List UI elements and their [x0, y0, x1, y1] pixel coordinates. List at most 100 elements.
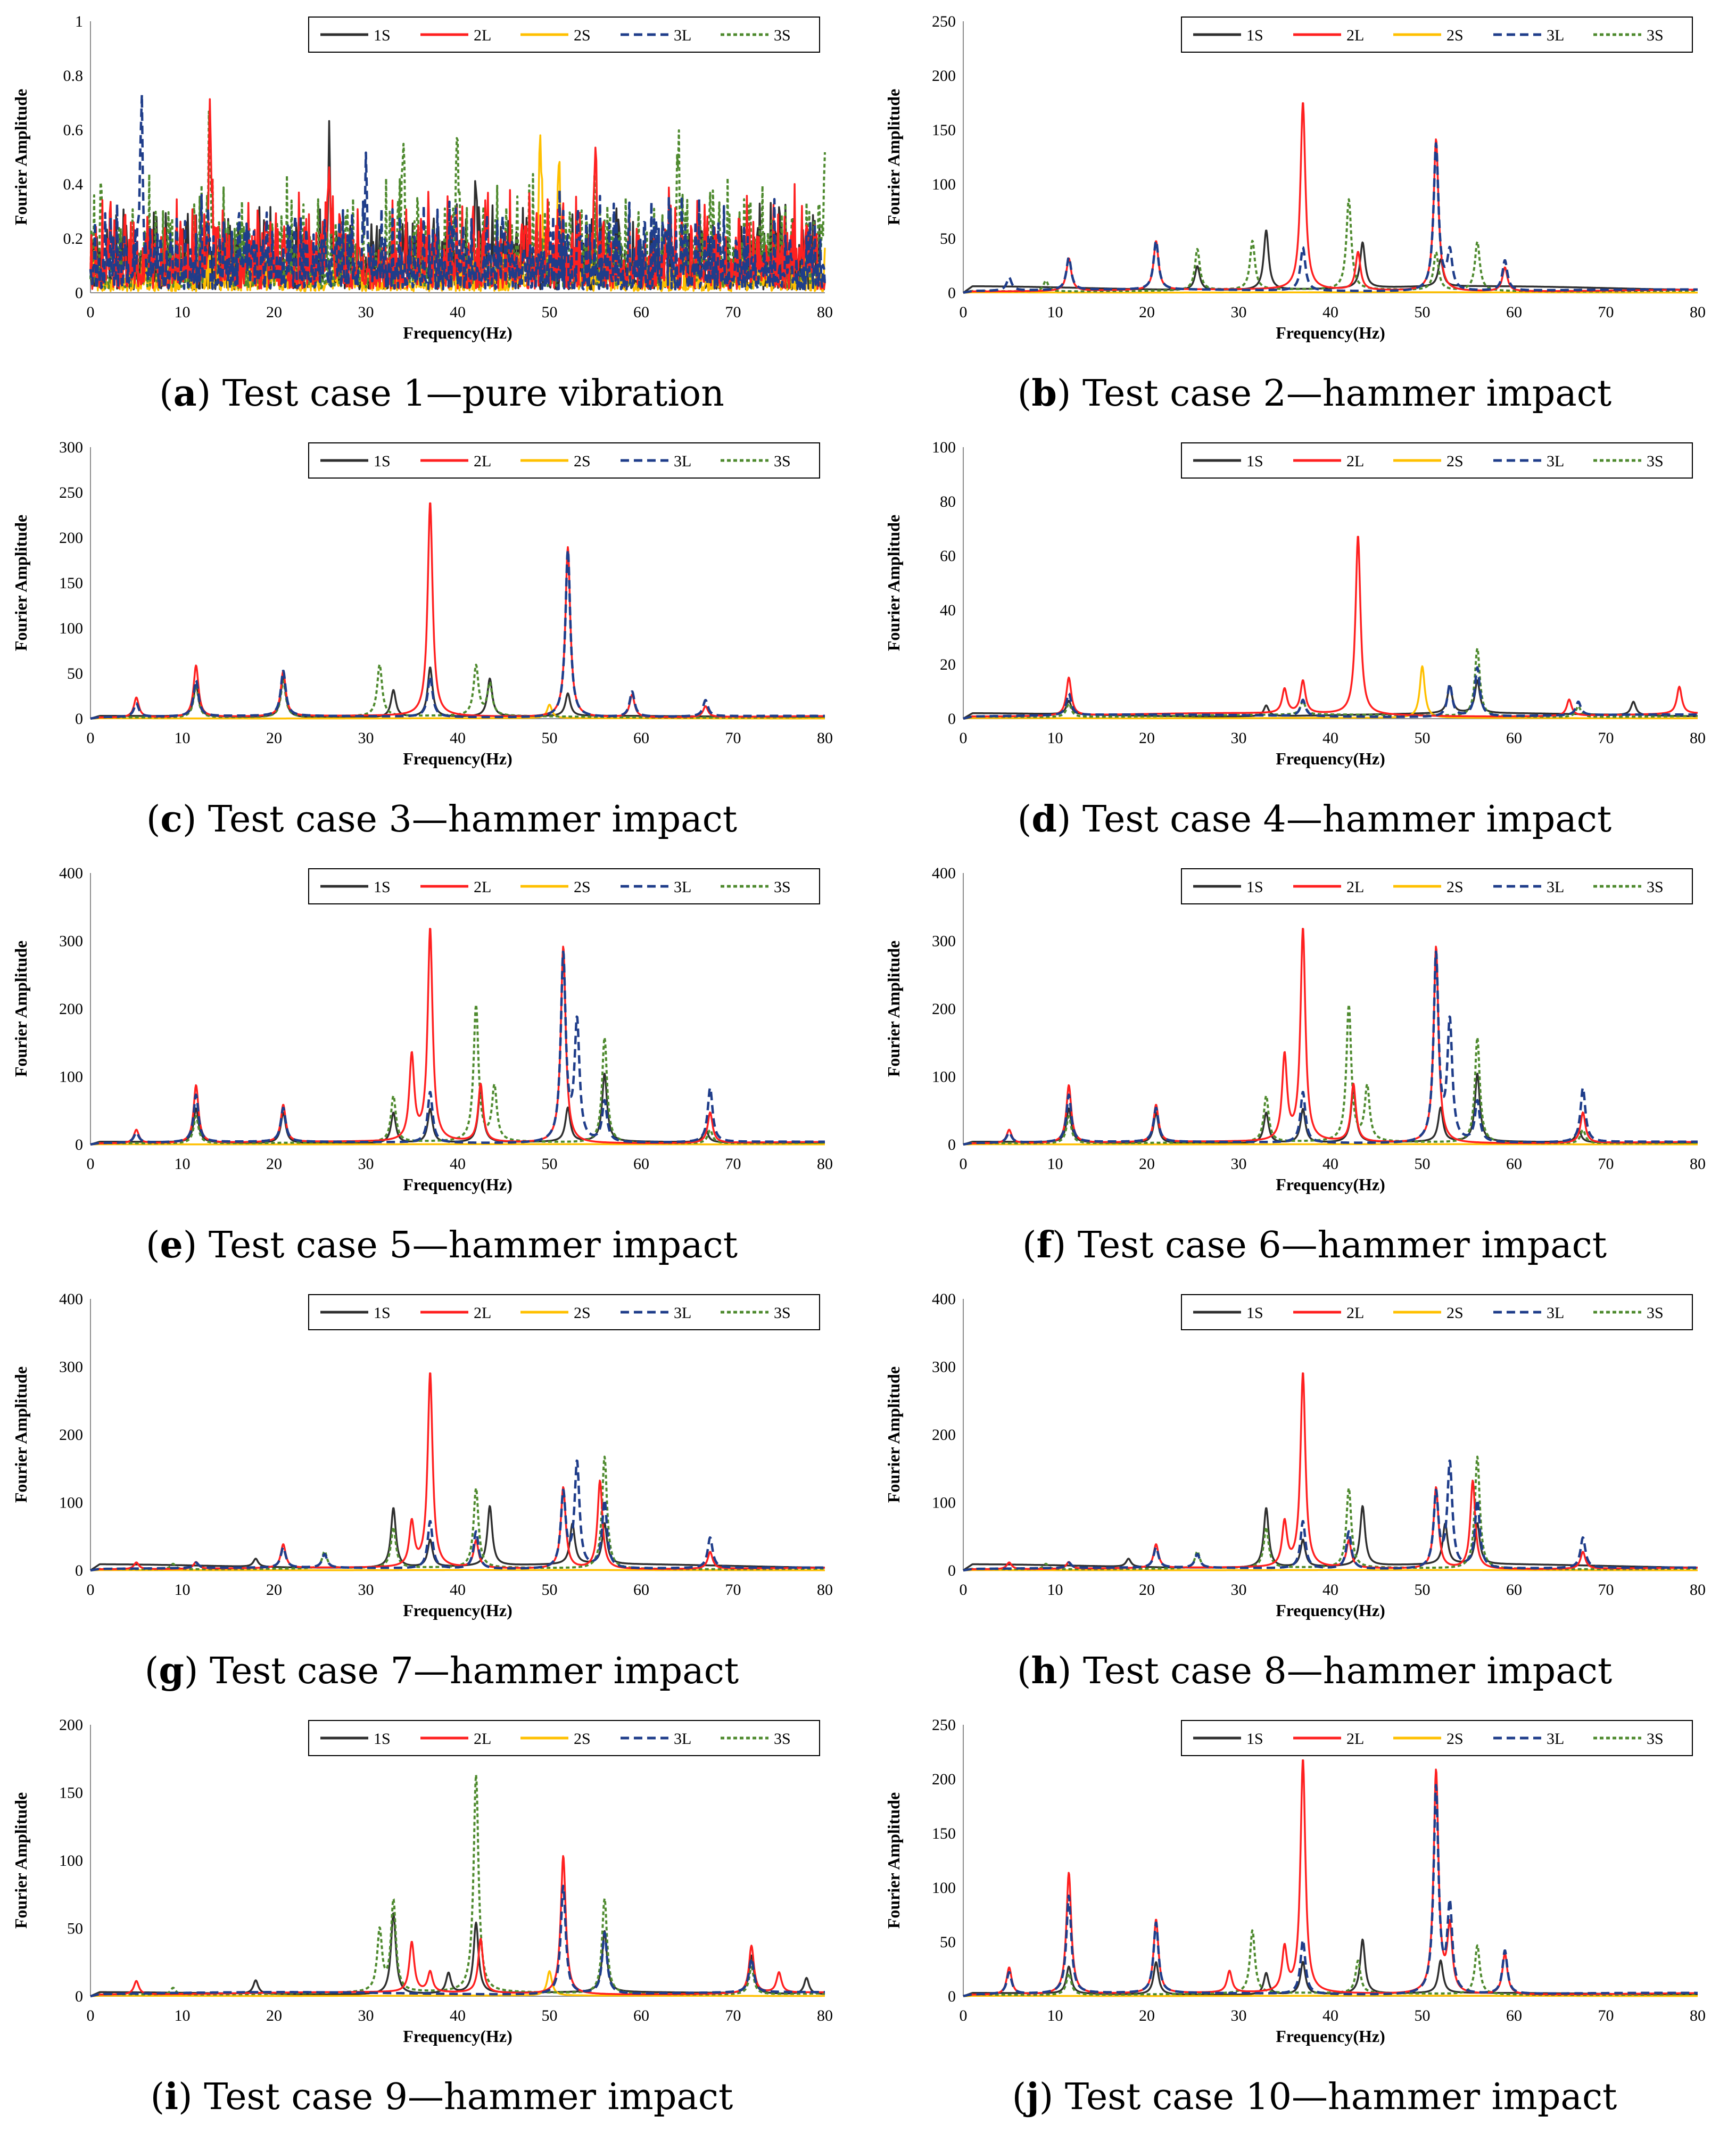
y-tick-label: 150	[59, 1784, 83, 1802]
y-tick-label: 0.8	[63, 67, 84, 85]
y-tick-label: 50	[67, 1920, 83, 1938]
x-tick-label: 40	[450, 729, 466, 747]
caption-letter: f	[1036, 1224, 1054, 1266]
legend-label-2S: 2S	[574, 878, 591, 896]
x-tick-label: 70	[1598, 1581, 1614, 1599]
legend-label-3S: 3S	[1647, 1304, 1664, 1322]
x-tick-label: 70	[725, 1155, 741, 1173]
caption-text: ) Test case 4—hammer impact	[1057, 798, 1611, 841]
y-tick-label: 250	[59, 484, 83, 501]
x-tick-label: 70	[725, 1581, 741, 1599]
x-tick-label: 80	[817, 1155, 833, 1173]
legend: 1S 2L 2S 3L 3S	[308, 17, 820, 53]
y-tick-label: 200	[932, 1426, 956, 1444]
y-tick-label: 50	[940, 1933, 956, 1951]
caption-paren-open: (	[146, 798, 161, 841]
x-tick-label: 50	[1415, 1581, 1431, 1599]
y-tick-label: 100	[59, 1068, 83, 1086]
y-tick-label: 300	[932, 933, 956, 950]
legend-label-3L: 3L	[1547, 1304, 1564, 1322]
legend-label-3S: 3S	[774, 1304, 791, 1322]
legend-label-2L: 2L	[1346, 1730, 1364, 1748]
x-tick-label: 60	[633, 2007, 649, 2024]
x-tick-label: 30	[358, 1581, 374, 1599]
x-tick-label: 0	[87, 1581, 95, 1599]
panel-caption: (e) Test case 5—hammer impact	[146, 1224, 738, 1266]
legend-label-1S: 1S	[374, 27, 391, 44]
series-line-2S	[963, 665, 1698, 720]
y-tick-label: 20	[940, 656, 956, 673]
series-line-2S	[90, 1143, 825, 1146]
x-tick-label: 10	[1047, 2007, 1063, 2024]
caption-text: ) Test case 10—hammer impact	[1039, 2076, 1617, 2118]
x-tick-label: 80	[1690, 2007, 1706, 2024]
series-line-3S	[963, 1455, 1698, 1571]
x-tick-label: 50	[1415, 1155, 1431, 1173]
x-tick-label: 20	[266, 303, 282, 321]
y-tick-label: 150	[59, 574, 83, 592]
chart-panel-j: 0 10 20 30 40 50 60 70 80 0 50 100 150 200 250 Frequenc…	[884, 1716, 1706, 2118]
series-line-2L	[963, 536, 1698, 720]
series-line-2S	[963, 1143, 1698, 1146]
x-tick-label: 40	[1322, 1581, 1338, 1599]
x-tick-label: 20	[1139, 1581, 1155, 1599]
y-tick-label: 150	[932, 1825, 956, 1842]
caption-paren-open: (	[1018, 373, 1032, 415]
y-axis-label: Fourier Amplitude	[11, 89, 30, 225]
legend-label-3S: 3S	[774, 452, 791, 470]
legend-label-2L: 2L	[474, 1304, 491, 1322]
legend-label-2S: 2S	[1446, 1304, 1464, 1322]
caption-paren-open: (	[159, 373, 173, 415]
legend-label-3L: 3L	[1547, 878, 1564, 896]
series-line-2L	[90, 502, 825, 720]
y-axis-label: Fourier Amplitude	[884, 941, 903, 1077]
y-tick-label: 0.2	[63, 230, 84, 248]
series-line-3L	[962, 950, 1699, 1146]
legend-label-2L: 2L	[474, 27, 491, 44]
x-tick-label: 10	[1047, 303, 1063, 321]
y-tick-label: 400	[932, 1290, 956, 1308]
y-tick-label: 0	[948, 1562, 956, 1579]
x-tick-label: 50	[542, 303, 558, 321]
x-tick-label: 50	[542, 2007, 558, 2024]
y-tick-label: 200	[59, 529, 83, 547]
x-axis-label: Frequency(Hz)	[1276, 323, 1385, 342]
series-line-2L	[963, 1372, 1698, 1571]
x-tick-label: 80	[1690, 1581, 1706, 1599]
x-tick-label: 0	[87, 1155, 95, 1173]
x-tick-label: 30	[1231, 1155, 1247, 1173]
chart-panel-a: 0 10 20 30 40 50 60 70 80 0 0.2 0.4 0.6 0.8 1 Frequency…	[11, 13, 833, 415]
caption-letter: a	[173, 372, 197, 415]
x-axis-label: Frequency(Hz)	[1276, 749, 1385, 768]
x-tick-label: 20	[266, 1155, 282, 1173]
caption-text: ) Test case 9—hammer impact	[178, 2076, 733, 2118]
x-tick-label: 60	[1506, 1581, 1522, 1599]
legend-label-2S: 2S	[574, 1730, 591, 1748]
series-line-3S	[90, 1455, 825, 1571]
caption-paren-open: (	[151, 2076, 165, 2118]
legend-label-2S: 2S	[1446, 27, 1464, 44]
x-tick-label: 60	[633, 303, 649, 321]
legend-label-2L: 2L	[1346, 878, 1364, 896]
series-line-3L	[89, 548, 826, 720]
y-axis-label: Fourier Amplitude	[11, 515, 30, 651]
caption-text: ) Test case 5—hammer impact	[183, 1224, 738, 1266]
series-line-3L	[89, 950, 826, 1146]
y-tick-label: 0	[75, 1136, 83, 1154]
series-line-3S	[90, 1774, 825, 1997]
legend: 1S 2L 2S 3L 3S	[1181, 442, 1693, 479]
y-tick-label: 100	[59, 1852, 83, 1870]
legend: 1S 2L 2S 3L 3S	[308, 442, 820, 479]
caption-text: ) Test case 1—pure vibration	[197, 373, 724, 415]
x-axis-label: Frequency(Hz)	[403, 323, 512, 342]
x-tick-label: 60	[1506, 2007, 1522, 2024]
series-line-3L	[89, 1459, 826, 1572]
y-tick-label: 200	[59, 1716, 83, 1734]
series-line-3S	[90, 663, 825, 720]
x-tick-label: 0	[87, 303, 95, 321]
y-tick-label: 40	[940, 602, 956, 619]
y-axis-label: Fourier Amplitude	[884, 89, 903, 225]
legend-label-3S: 3S	[774, 27, 791, 44]
x-tick-label: 60	[633, 1581, 649, 1599]
legend-label-2S: 2S	[1446, 1730, 1464, 1748]
